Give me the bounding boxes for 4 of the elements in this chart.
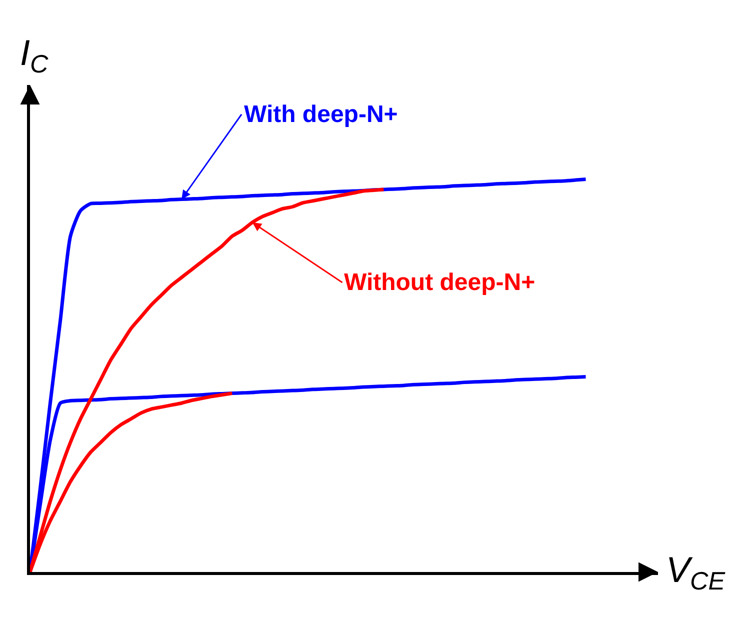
y-axis-title: I$_{C}$ [20,32,50,79]
x-axis-title: V$_{CE}$ [666,549,726,596]
text: With deep-N+ [244,101,398,128]
text: Without deep-N+ [344,269,536,296]
